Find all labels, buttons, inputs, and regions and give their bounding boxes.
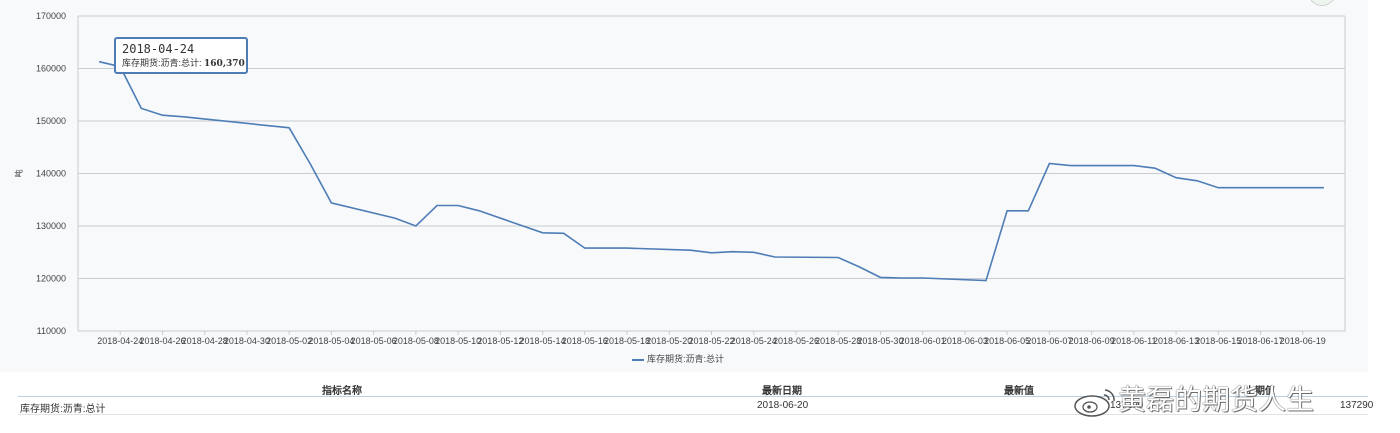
cell-latest-date: 2018-06-20 bbox=[757, 400, 809, 411]
x-tick-label: 2018-06-05 bbox=[984, 336, 1030, 346]
x-tick-label: 2018-05-12 bbox=[477, 336, 523, 346]
tooltip-value: 160,370 bbox=[204, 59, 245, 69]
x-tick-label: 2018-05-30 bbox=[857, 336, 903, 346]
y-tick-label: 150000 bbox=[36, 116, 66, 126]
x-tick-label: 2018-05-08 bbox=[393, 336, 439, 346]
tooltip-row: 库存期货:沥青:总计: 160,370 bbox=[122, 58, 245, 69]
cell-previous-value: 137290 bbox=[1340, 400, 1374, 411]
row-divider bbox=[18, 414, 1368, 415]
x-tick-label: 2018-05-20 bbox=[646, 336, 692, 346]
y-tick-label: 130000 bbox=[36, 221, 66, 231]
x-tick-label: 2018-06-09 bbox=[1069, 336, 1115, 346]
x-tick-label: 2018-04-30 bbox=[224, 336, 270, 346]
x-tick-label: 2018-05-10 bbox=[435, 336, 481, 346]
series-line bbox=[98, 60, 1324, 282]
line-chart: 170000 160000 150000 140000 130000 120000 1100… bbox=[36, 11, 1346, 346]
tooltip-series-name: 库存期货:沥青:总计 bbox=[122, 58, 200, 68]
header-latest-date: 最新日期 bbox=[762, 386, 802, 397]
y-tick-label: 160000 bbox=[36, 64, 66, 74]
x-tick-label: 2018-05-22 bbox=[688, 336, 734, 346]
x-tick-label: 2018-05-16 bbox=[562, 336, 608, 346]
chart-panel: 170000 160000 150000 140000 130000 120000 1100… bbox=[14, 11, 1346, 365]
y-axis-label: 吨 bbox=[14, 169, 24, 178]
header-divider bbox=[18, 396, 1368, 397]
legend-item[interactable]: 库存期货:沥青:总计 bbox=[632, 352, 724, 365]
x-tick-label: 2018-06-17 bbox=[1238, 336, 1284, 346]
y-tick-label: 110000 bbox=[37, 326, 66, 336]
x-tick-label: 2018-05-02 bbox=[266, 336, 312, 346]
x-tick-label: 2018-05-14 bbox=[520, 336, 566, 346]
x-tick-label: 2018-04-28 bbox=[182, 336, 228, 346]
cell-latest-value: 137290 bbox=[1110, 400, 1144, 411]
x-tick-label: 2018-06-07 bbox=[1026, 336, 1072, 346]
cell-indicator-name: 库存期货:沥青:总计 bbox=[20, 404, 106, 415]
tooltip: 2018-04-24 库存期货:沥青:总计: 160,370 bbox=[114, 37, 248, 74]
legend-swatch bbox=[632, 358, 644, 361]
header-indicator-name: 指标名称 bbox=[322, 386, 362, 397]
x-tick-label: 2018-06-15 bbox=[1195, 336, 1241, 346]
x-tick-label: 2018-05-24 bbox=[731, 336, 777, 346]
x-tick-label: 2018-05-18 bbox=[604, 336, 650, 346]
x-tick-label: 2018-05-04 bbox=[308, 336, 354, 346]
y-tick-label: 120000 bbox=[36, 274, 66, 284]
watermark-text: 黄磊的期货人生 bbox=[1118, 383, 1315, 416]
x-tick-label: 2018-06-19 bbox=[1280, 336, 1326, 346]
x-tick-label: 2018-06-13 bbox=[1153, 336, 1199, 346]
x-tick-label: 2018-05-28 bbox=[815, 336, 861, 346]
x-tick-label: 2018-06-01 bbox=[900, 336, 946, 346]
legend-label: 库存期货:沥青:总计 bbox=[647, 354, 725, 364]
x-tick-label: 2018-04-26 bbox=[139, 336, 185, 346]
x-tick-label: 2018-05-26 bbox=[773, 336, 819, 346]
header-previous-value: 上期值 bbox=[1245, 386, 1275, 397]
x-tick-label: 2018-06-11 bbox=[1111, 336, 1156, 346]
x-tick-label: 2018-05-06 bbox=[351, 336, 397, 346]
indicator-table: 指标名称 最新日期 最新值 上期值 库存期货:沥青:总计 2018-06-20 … bbox=[0, 378, 1373, 433]
x-tick-label: 2018-04-24 bbox=[97, 336, 143, 346]
header-latest-value: 最新值 bbox=[1004, 386, 1034, 397]
weibo-logo-icon bbox=[1074, 389, 1115, 417]
x-tick-label: 2018-06-03 bbox=[942, 336, 988, 346]
y-tick-label: 140000 bbox=[36, 169, 66, 179]
tooltip-date: 2018-04-24 bbox=[122, 42, 195, 56]
watermark: 黄磊的期货人生 bbox=[1072, 378, 1314, 418]
y-tick-label: 170000 bbox=[36, 11, 66, 21]
